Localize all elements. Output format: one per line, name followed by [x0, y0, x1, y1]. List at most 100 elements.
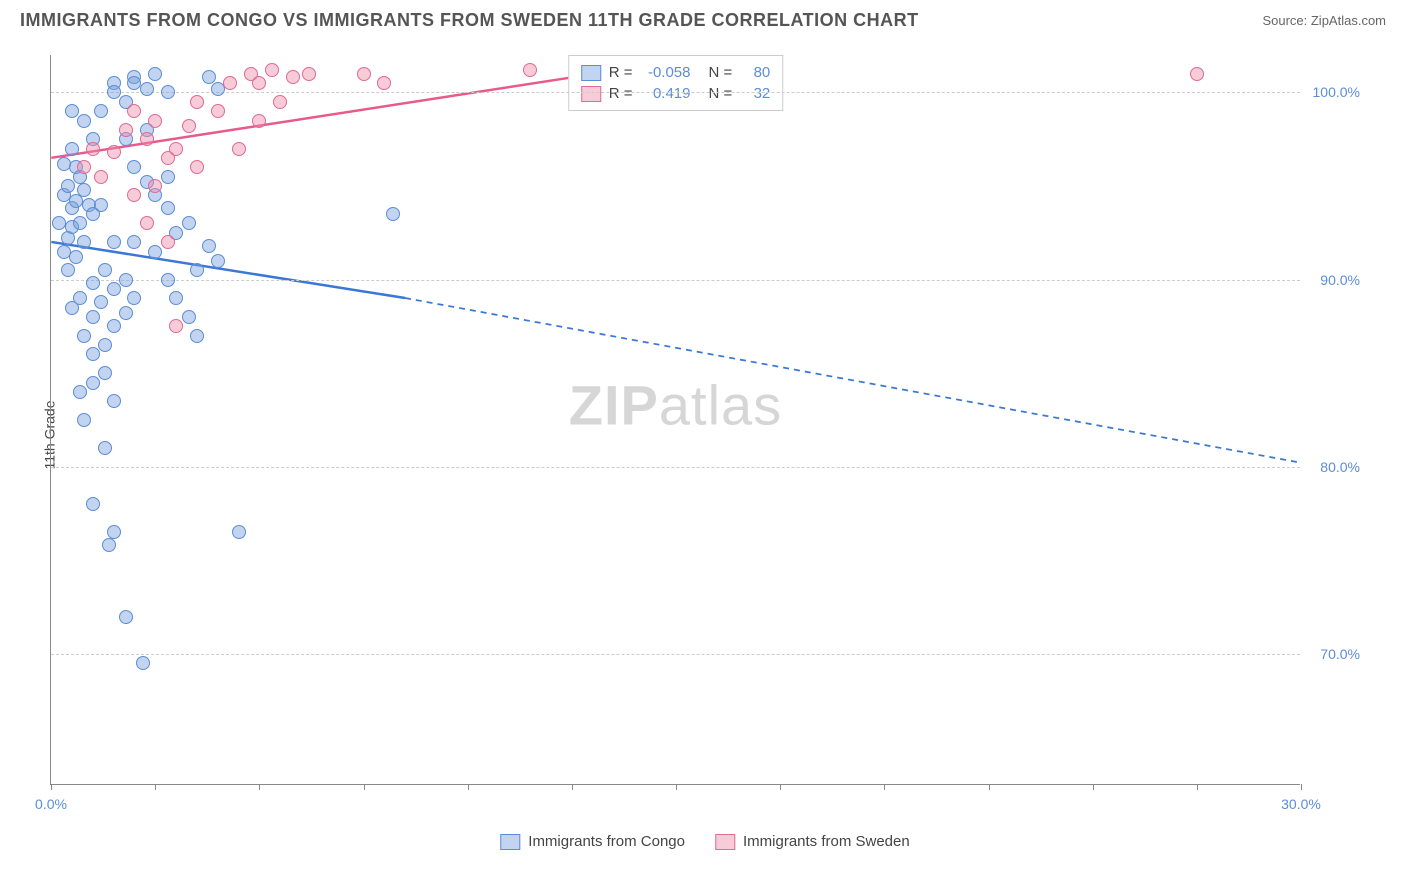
scatter-point [69, 250, 83, 264]
scatter-point [127, 104, 141, 118]
scatter-point [86, 497, 100, 511]
n-label: N = [709, 85, 733, 102]
plot-area: ZIPatlas R = -0.058 N = 80 R = 0.419 N =… [50, 55, 1300, 785]
scatter-point [386, 207, 400, 221]
scatter-point [211, 254, 225, 268]
x-tick-label-min: 0.0% [35, 796, 67, 812]
scatter-point [61, 179, 75, 193]
scatter-point [190, 95, 204, 109]
scatter-point [148, 114, 162, 128]
r-value: -0.058 [641, 64, 691, 81]
scatter-point [357, 67, 371, 81]
scatter-point [86, 276, 100, 290]
scatter-point [86, 310, 100, 324]
scatter-point [61, 263, 75, 277]
scatter-point [377, 76, 391, 90]
y-tick-label: 70.0% [1305, 646, 1360, 662]
scatter-point [86, 347, 100, 361]
n-value: 80 [740, 64, 770, 81]
scatter-point [148, 179, 162, 193]
x-tick [780, 784, 781, 790]
x-tick [989, 784, 990, 790]
scatter-point [265, 63, 279, 77]
scatter-point [211, 104, 225, 118]
scatter-point [107, 235, 121, 249]
legend-swatch [500, 834, 520, 850]
stats-legend-row: R = -0.058 N = 80 [581, 62, 771, 83]
scatter-point [73, 385, 87, 399]
legend-item: Immigrants from Sweden [715, 833, 910, 850]
scatter-point [119, 123, 133, 137]
legend-item: Immigrants from Congo [500, 833, 685, 850]
scatter-point [252, 76, 266, 90]
scatter-point [169, 291, 183, 305]
x-tick [51, 784, 52, 790]
scatter-point [65, 104, 79, 118]
scatter-point [98, 263, 112, 277]
chart-title: IMMIGRANTS FROM CONGO VS IMMIGRANTS FROM… [20, 10, 919, 31]
scatter-point [65, 142, 79, 156]
trend-lines [51, 55, 1300, 784]
scatter-point [202, 239, 216, 253]
x-tick [468, 784, 469, 790]
scatter-point [77, 183, 91, 197]
scatter-point [107, 282, 121, 296]
scatter-point [190, 263, 204, 277]
scatter-point [98, 338, 112, 352]
scatter-point [127, 235, 141, 249]
scatter-point [94, 295, 108, 309]
scatter-point [161, 273, 175, 287]
scatter-point [94, 104, 108, 118]
y-tick-label: 80.0% [1305, 459, 1360, 475]
scatter-point [119, 273, 133, 287]
scatter-point [94, 198, 108, 212]
scatter-point [161, 235, 175, 249]
scatter-point [107, 525, 121, 539]
scatter-point [190, 160, 204, 174]
scatter-point [232, 142, 246, 156]
x-tick [1197, 784, 1198, 790]
chart-container: 11th Grade ZIPatlas R = -0.058 N = 80 R … [50, 55, 1360, 815]
scatter-point [119, 306, 133, 320]
x-tick [1301, 784, 1302, 790]
scatter-point [202, 70, 216, 84]
r-label: R = [609, 85, 633, 102]
scatter-point [252, 114, 266, 128]
n-value: 32 [740, 85, 770, 102]
scatter-point [136, 656, 150, 670]
scatter-point [286, 70, 300, 84]
scatter-point [107, 145, 121, 159]
legend-swatch [581, 86, 601, 102]
gridline-h [51, 654, 1300, 655]
x-tick-label-max: 30.0% [1281, 796, 1321, 812]
gridline-h [51, 280, 1300, 281]
scatter-point [127, 188, 141, 202]
scatter-point [127, 160, 141, 174]
scatter-point [223, 76, 237, 90]
y-tick-label: 90.0% [1305, 272, 1360, 288]
scatter-point [302, 67, 316, 81]
stats-legend: R = -0.058 N = 80 R = 0.419 N = 32 [568, 55, 784, 111]
x-tick [364, 784, 365, 790]
scatter-point [182, 216, 196, 230]
scatter-point [182, 310, 196, 324]
chart-header: IMMIGRANTS FROM CONGO VS IMMIGRANTS FROM… [0, 0, 1406, 31]
scatter-point [1190, 67, 1204, 81]
scatter-point [523, 63, 537, 77]
x-tick [676, 784, 677, 790]
scatter-point [127, 291, 141, 305]
scatter-point [77, 329, 91, 343]
scatter-point [169, 319, 183, 333]
scatter-point [98, 366, 112, 380]
scatter-point [73, 291, 87, 305]
legend-label: Immigrants from Congo [528, 833, 685, 850]
watermark: ZIPatlas [569, 372, 782, 437]
x-tick [155, 784, 156, 790]
x-tick [259, 784, 260, 790]
r-value: 0.419 [641, 85, 691, 102]
gridline-h [51, 92, 1300, 93]
r-label: R = [609, 64, 633, 81]
scatter-point [190, 329, 204, 343]
scatter-point [161, 170, 175, 184]
x-tick [572, 784, 573, 790]
